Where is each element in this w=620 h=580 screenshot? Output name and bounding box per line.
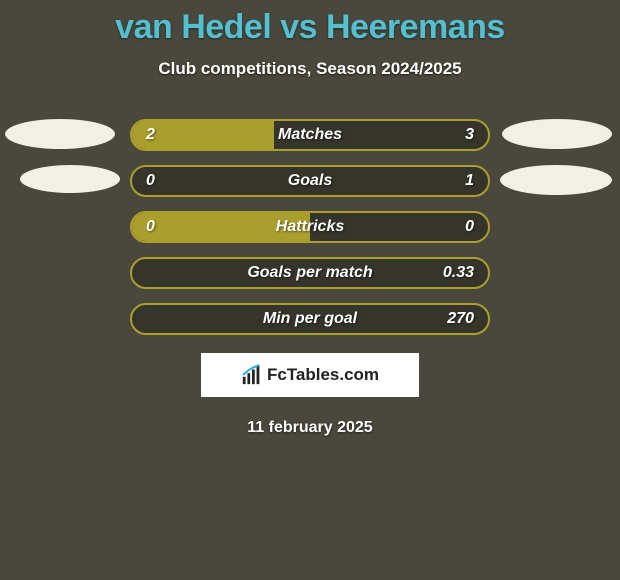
stat-value-right: 0.33 bbox=[443, 264, 474, 282]
stat-row-inner: Min per goal 270 bbox=[132, 305, 488, 333]
stat-row-inner: 2 Matches 3 bbox=[132, 121, 488, 149]
stat-value-right: 3 bbox=[465, 126, 474, 144]
stat-value-right: 1 bbox=[465, 172, 474, 190]
stat-label: Hattricks bbox=[276, 218, 344, 236]
stat-row: Goals per match 0.33 bbox=[130, 257, 490, 289]
player-left-ellipse-2 bbox=[20, 165, 120, 193]
footer-date: 11 february 2025 bbox=[0, 419, 620, 437]
stat-row-inner: 0 Goals 1 bbox=[132, 167, 488, 195]
stat-label: Goals bbox=[288, 172, 332, 190]
page-title: van Hedel vs Heeremans bbox=[0, 0, 620, 47]
footer-logo[interactable]: FcTables.com bbox=[201, 353, 419, 397]
player-left-ellipse-1 bbox=[5, 119, 115, 149]
stat-row-inner: 0 Hattricks 0 bbox=[132, 213, 488, 241]
stat-row-inner: Goals per match 0.33 bbox=[132, 259, 488, 287]
stat-value-right: 0 bbox=[465, 218, 474, 236]
stat-value-left: 2 bbox=[146, 126, 155, 144]
stat-row: 0 Goals 1 bbox=[130, 165, 490, 197]
comparison-card: van Hedel vs Heeremans Club competitions… bbox=[0, 0, 620, 580]
stat-row: 2 Matches 3 bbox=[130, 119, 490, 151]
player-right-ellipse-2 bbox=[500, 165, 612, 195]
chart-icon bbox=[241, 364, 263, 386]
stat-label: Matches bbox=[278, 126, 342, 144]
stat-value-left: 0 bbox=[146, 172, 155, 190]
stat-row: Min per goal 270 bbox=[130, 303, 490, 335]
stats-area: 2 Matches 3 0 Goals 1 0 Hattricks 0 bbox=[0, 119, 620, 335]
footer-logo-text: FcTables.com bbox=[267, 365, 379, 385]
stat-label: Min per goal bbox=[263, 310, 357, 328]
player-right-ellipse-1 bbox=[502, 119, 612, 149]
subtitle: Club competitions, Season 2024/2025 bbox=[0, 59, 620, 79]
stat-value-right: 270 bbox=[447, 310, 474, 328]
stat-value-left: 0 bbox=[146, 218, 155, 236]
stat-row: 0 Hattricks 0 bbox=[130, 211, 490, 243]
stat-label: Goals per match bbox=[247, 264, 372, 282]
